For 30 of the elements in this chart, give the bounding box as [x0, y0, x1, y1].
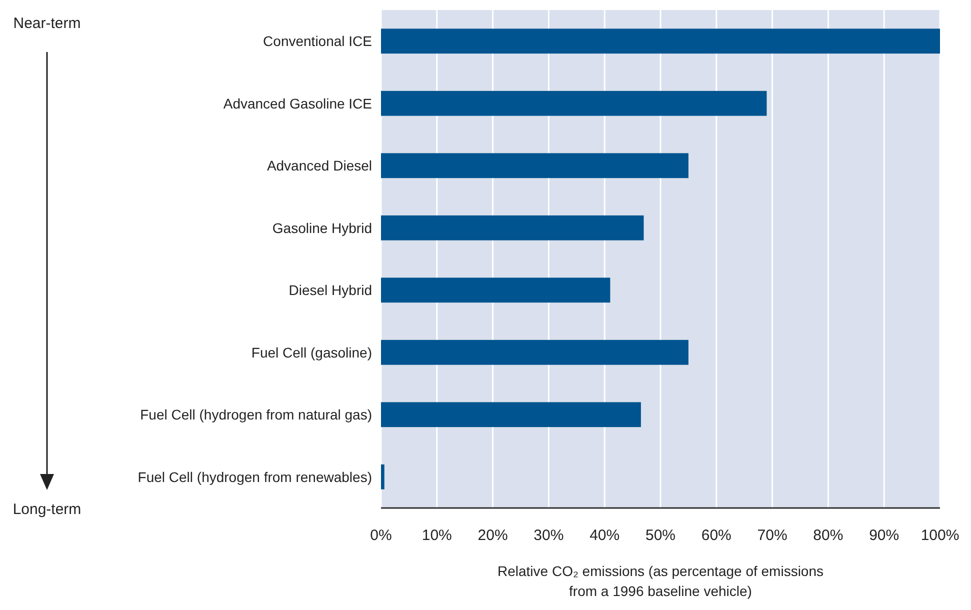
bar	[381, 215, 644, 240]
y-tick-label: Diesel Hybrid	[288, 282, 372, 298]
x-tick-label: 0%	[370, 527, 392, 544]
x-tick-label: 20%	[478, 527, 508, 544]
x-tick-label: 30%	[534, 527, 564, 544]
x-tick-label: 10%	[422, 527, 452, 544]
x-tick-label: 40%	[590, 527, 620, 544]
bar	[381, 464, 384, 490]
y-tick-label: Conventional ICE	[263, 33, 372, 50]
x-tick-label: 80%	[813, 527, 844, 544]
x-tick-label: 60%	[701, 527, 732, 544]
y-tick-label: Fuel Cell (hydrogen from renewables)	[138, 468, 372, 485]
x-axis-title: Relative CO₂ emissions (as percentage of emissions from a 1996 baseline vehicle)	[497, 563, 824, 599]
x-tick-label: 90%	[869, 527, 900, 544]
y-tick-label: Gasoline Hybrid	[272, 220, 372, 236]
bar	[381, 28, 940, 54]
y-tick-label: Advanced Diesel	[266, 158, 372, 174]
y-tick-label: Fuel Cell (hydrogen from natural gas)	[140, 406, 372, 423]
x-tick-label: 50%	[645, 527, 676, 544]
bar	[381, 402, 641, 428]
y-tick-label: Advanced Gasoline ICE	[223, 95, 372, 112]
bar	[381, 278, 610, 303]
bar	[381, 90, 767, 116]
y-tick-label: Fuel Cell (gasoline)	[251, 344, 372, 360]
bar	[381, 340, 688, 365]
x-tick-label: 70%	[757, 527, 788, 544]
x-tick-label: 100%	[920, 527, 960, 544]
bar	[381, 153, 688, 178]
text: Long-term	[12, 501, 82, 518]
text: Near-term	[13, 15, 81, 32]
